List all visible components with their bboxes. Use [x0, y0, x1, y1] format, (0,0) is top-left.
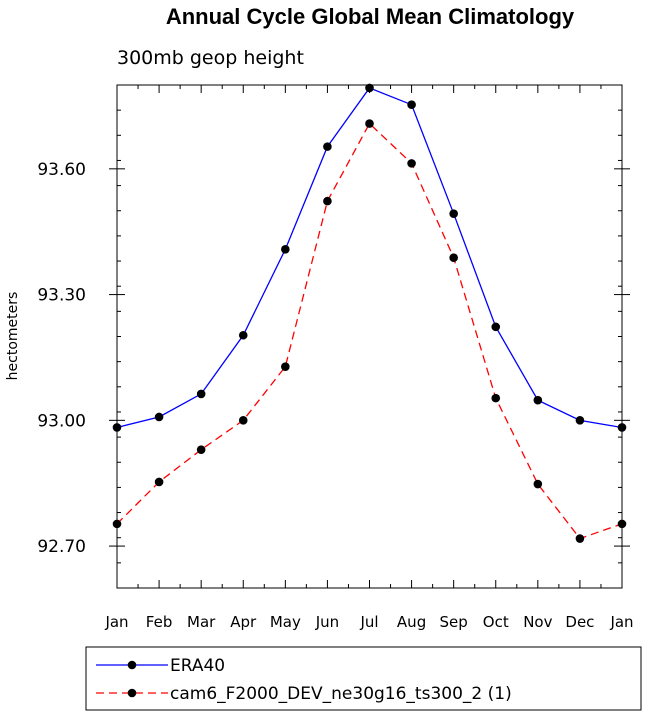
data-point: [238, 416, 248, 425]
y-axis-label: hectometers: [5, 292, 21, 381]
plot-frame: [116, 84, 623, 589]
data-point: [575, 416, 585, 425]
y-tick-label: 93.00: [37, 411, 86, 431]
data-point: [449, 209, 458, 218]
legend-label: cam6_F2000_DEV_ne30g16_ts300_2 (1): [170, 684, 512, 704]
data-point: [323, 142, 332, 151]
series-group: [112, 83, 627, 543]
series-line-0: [116, 87, 623, 429]
x-tick-label: Aug: [397, 613, 426, 631]
data-point: [365, 83, 374, 93]
y-tick-labels: 92.70 93.00 93.30 93.60: [37, 160, 86, 557]
x-tick-label: Jan: [609, 613, 633, 631]
data-point: [407, 100, 416, 110]
data-point: [491, 393, 501, 403]
x-tick-label: Jan: [104, 613, 128, 631]
data-point: [617, 423, 627, 432]
data-point: [617, 519, 627, 529]
data-point: [154, 477, 164, 487]
x-tick-label: Jun: [315, 613, 339, 631]
legend-label: ERA40: [170, 656, 225, 676]
y-tick-label: 93.60: [37, 160, 86, 180]
data-point: [491, 322, 501, 332]
legend-marker: [127, 688, 137, 698]
data-point: [281, 362, 290, 371]
data-point: [533, 479, 543, 489]
x-tick-label: Apr: [230, 613, 257, 631]
data-point: [533, 395, 543, 405]
legend-box: [85, 646, 642, 711]
chart-subtitle: 300mb geop height: [117, 47, 304, 69]
data-point: [154, 412, 164, 422]
axis-ticks: [109, 84, 630, 589]
data-point: [575, 534, 585, 543]
y-tick-label: 93.30: [37, 286, 86, 306]
data-point: [196, 389, 206, 399]
data-point: [407, 159, 416, 168]
legend: ERA40 cam6_F2000_DEV_ne30g16_ts300_2 (1): [96, 656, 512, 704]
data-point: [323, 196, 332, 206]
x-tick-label: May: [270, 613, 301, 631]
series-line-1: [116, 122, 623, 540]
data-point: [112, 423, 122, 432]
x-tick-label: Sep: [440, 613, 468, 631]
x-tick-label: Nov: [523, 613, 552, 631]
chart-title: Annual Cycle Global Mean Climatology: [166, 4, 575, 29]
x-tick-label: Jul: [359, 613, 378, 631]
y-tick-label: 92.70: [37, 537, 86, 557]
data-point: [238, 330, 248, 340]
x-tick-label: Oct: [483, 613, 509, 631]
data-point: [281, 245, 290, 254]
x-tick-label: Dec: [565, 613, 594, 631]
data-point: [112, 519, 122, 529]
data-point: [365, 119, 374, 128]
data-point: [196, 445, 206, 454]
legend-marker: [127, 660, 137, 670]
x-tick-labels: Jan Feb Mar Apr May Jun Jul Aug Sep Oct Nov Dec Jan: [104, 613, 633, 631]
x-tick-label: Feb: [146, 613, 173, 631]
data-point: [449, 253, 458, 262]
x-tick-label: Mar: [187, 613, 216, 631]
